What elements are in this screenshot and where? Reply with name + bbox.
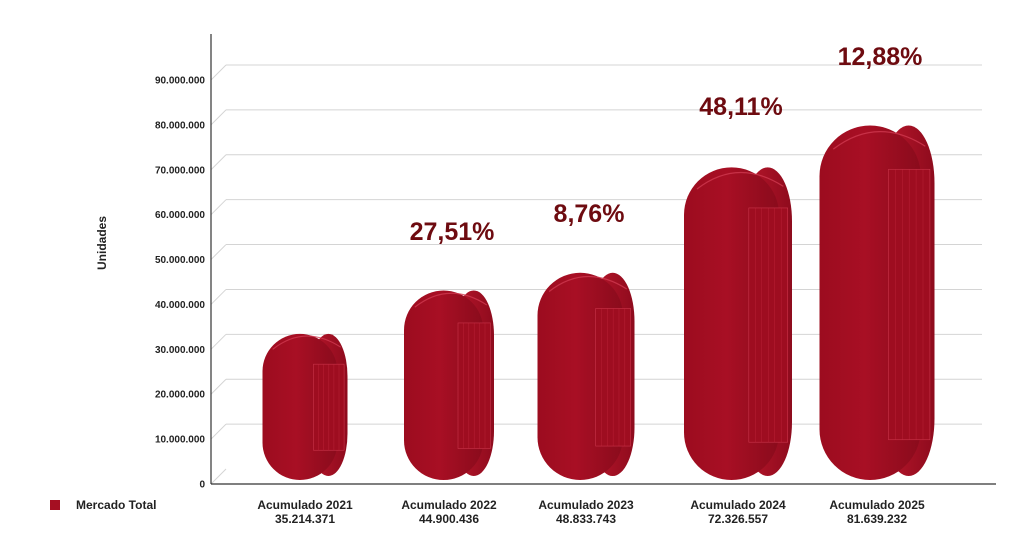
y-tick-label: 80.000.000 <box>155 120 205 131</box>
bar <box>684 167 792 481</box>
growth-label: 8,76% <box>554 200 625 228</box>
legend-swatch <box>50 500 60 510</box>
growth-label: 12,88% <box>838 43 923 71</box>
legend: Mercado Total <box>50 498 156 512</box>
y-tick-label: 0 <box>199 480 205 491</box>
bar-highlight <box>832 131 926 150</box>
value-label: 35.214.371 <box>275 512 335 526</box>
growth-labels: 27,51% 8,76% 48,11% 12,88% <box>410 43 923 246</box>
y-tick-label: 60.000.000 <box>155 210 205 221</box>
bar <box>819 125 935 481</box>
bar <box>404 290 494 480</box>
bar <box>537 272 635 480</box>
category-label: Acumulado 2023 <box>538 498 634 512</box>
y-tick-label: 50.000.000 <box>155 255 205 266</box>
grid-depth-line <box>210 154 227 171</box>
y-tick-label: 40.000.000 <box>155 300 205 311</box>
grid-depth-line <box>210 244 227 260</box>
value-label: 81.639.232 <box>847 512 907 526</box>
grid-depth-line <box>210 64 227 81</box>
category-label: Acumulado 2025 <box>829 498 925 512</box>
bar <box>262 333 348 480</box>
growth-label: 48,11% <box>699 93 782 121</box>
bars <box>262 125 935 481</box>
y-axis-label: Unidades <box>95 216 109 270</box>
y-tick-label: 30.000.000 <box>155 345 205 356</box>
growth-label: 27,51% <box>410 218 495 246</box>
category-label: Acumulado 2024 <box>690 498 786 512</box>
y-tick-label: 90.000.000 <box>155 76 205 87</box>
bar-highlight <box>696 171 784 190</box>
grid-depth-line <box>210 423 227 440</box>
value-label: 72.326.557 <box>708 512 768 526</box>
value-label: 48.833.743 <box>556 512 616 526</box>
y-tick-label: 10.000.000 <box>155 435 205 446</box>
bar-highlight <box>414 292 488 308</box>
bar-highlight <box>272 335 342 350</box>
grid-depth-line <box>210 289 227 305</box>
value-label: 44.900.436 <box>419 512 479 526</box>
grid-depth-line <box>210 333 227 350</box>
grid-depth-line <box>210 468 227 485</box>
grid-depth-line <box>210 109 227 126</box>
category-label: Acumulado 2022 <box>401 498 497 512</box>
category-label: Acumulado 2021 <box>257 498 353 512</box>
y-axis-ticks: 0 10.000.000 20.000.000 30.000.000 40.000.00… <box>155 76 206 491</box>
grid-depth-line <box>210 378 227 395</box>
y-tick-label: 70.000.000 <box>155 165 205 176</box>
bar-highlight <box>548 275 628 292</box>
legend-label: Mercado Total <box>76 498 156 512</box>
grid-depth-line <box>210 199 227 216</box>
y-tick-label: 20.000.000 <box>155 390 205 401</box>
